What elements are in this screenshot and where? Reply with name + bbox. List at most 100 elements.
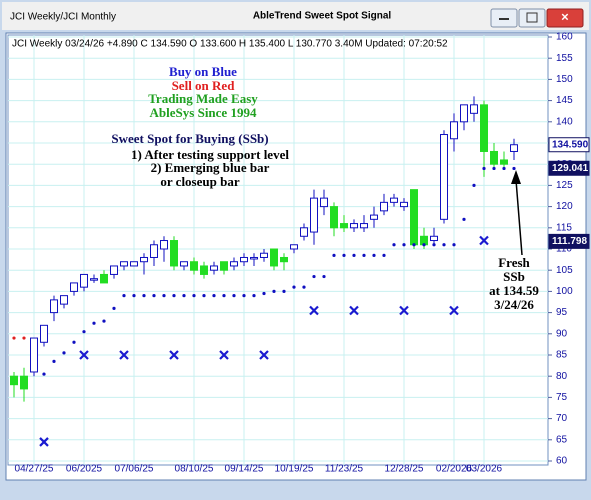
support-dot bbox=[92, 321, 96, 325]
annotation: or closeup bar bbox=[160, 174, 239, 189]
candle-body bbox=[80, 273, 88, 288]
support-dot bbox=[452, 243, 456, 247]
support-dot bbox=[462, 217, 466, 221]
y-tick-label: 85 bbox=[556, 350, 568, 361]
x-tick-label: 10/19/25 bbox=[275, 464, 314, 475]
window-buttons[interactable]: ✕ bbox=[490, 8, 584, 28]
candle-body bbox=[60, 295, 68, 305]
candle-body bbox=[310, 197, 318, 233]
price-label: 111.798 bbox=[552, 236, 587, 247]
y-tick-label: 145 bbox=[556, 95, 573, 106]
annotation: Sell on Red bbox=[172, 78, 236, 93]
support-dot bbox=[82, 330, 86, 334]
support-dot bbox=[232, 294, 236, 298]
support-dot bbox=[472, 183, 476, 187]
support-dot bbox=[102, 319, 106, 323]
candle-body bbox=[160, 240, 168, 250]
x-tick-label: 06/2025 bbox=[66, 464, 103, 475]
support-dot bbox=[362, 253, 366, 257]
price-label: 129.041 bbox=[552, 163, 589, 174]
maximize-button[interactable] bbox=[518, 8, 546, 28]
y-tick-label: 125 bbox=[556, 180, 573, 191]
candle-body bbox=[150, 244, 158, 258]
close-icon: ✕ bbox=[561, 13, 569, 24]
candle-body bbox=[460, 104, 468, 123]
candle-body bbox=[140, 256, 148, 263]
support-dot bbox=[182, 294, 186, 298]
x-marker bbox=[259, 350, 269, 360]
candle-body bbox=[470, 104, 478, 114]
candle-body bbox=[390, 197, 398, 203]
support-dot bbox=[382, 253, 386, 257]
candle-body bbox=[360, 223, 368, 229]
window-title: JCI Weekly/JCI Monthly bbox=[10, 12, 116, 23]
candle-body bbox=[200, 265, 208, 275]
y-tick-label: 140 bbox=[556, 116, 573, 127]
y-tick-label: 65 bbox=[556, 434, 568, 445]
candle-body bbox=[490, 150, 498, 165]
support-dot bbox=[172, 294, 176, 298]
candle-body bbox=[280, 256, 288, 263]
candle-body bbox=[230, 261, 238, 267]
support-dot bbox=[432, 243, 436, 247]
x-marker bbox=[479, 235, 489, 246]
candle-body bbox=[10, 375, 18, 386]
candle-body bbox=[180, 261, 188, 267]
candle-body bbox=[250, 256, 258, 260]
support-dot bbox=[352, 253, 356, 257]
y-tick-label: 60 bbox=[556, 456, 568, 467]
support-dot bbox=[512, 166, 516, 171]
annotation: at 134.59 bbox=[489, 283, 539, 298]
candle-body bbox=[40, 324, 48, 343]
candle-body bbox=[100, 273, 108, 284]
arrow-shaft bbox=[515, 179, 523, 256]
x-tick-label: 09/14/25 bbox=[225, 464, 264, 475]
support-dot bbox=[262, 291, 266, 296]
support-dot bbox=[422, 243, 426, 247]
arrow-head bbox=[511, 170, 521, 184]
support-dot bbox=[52, 359, 56, 363]
annotation: Fresh bbox=[498, 255, 530, 270]
candle-body bbox=[380, 201, 388, 212]
candle-body bbox=[370, 214, 378, 220]
y-tick-label: 95 bbox=[556, 307, 568, 318]
support-dot bbox=[152, 294, 156, 298]
y-tick-label: 90 bbox=[556, 328, 568, 339]
candle-body bbox=[300, 227, 308, 237]
candle-body bbox=[50, 299, 58, 314]
annotation: 2) Emerging blue bar bbox=[151, 160, 270, 175]
annotation: Trading Made Easy bbox=[148, 91, 258, 106]
support-dot bbox=[202, 294, 206, 298]
candle-body bbox=[70, 282, 78, 292]
candle-body bbox=[190, 261, 198, 271]
candle-body bbox=[110, 265, 118, 275]
support-dot bbox=[42, 372, 46, 376]
y-tick-label: 150 bbox=[556, 74, 573, 85]
candle-body bbox=[270, 248, 278, 267]
candle-body bbox=[480, 104, 488, 152]
support-dot bbox=[502, 166, 506, 171]
x-tick-label: 07/06/25 bbox=[115, 464, 154, 475]
support-dot bbox=[162, 294, 166, 298]
y-tick-label: 100 bbox=[556, 286, 573, 297]
maximize-icon bbox=[526, 12, 538, 23]
annotation: Sweet Spot for Buying (SSb) bbox=[111, 131, 268, 146]
support-dot bbox=[222, 294, 226, 298]
candle-body bbox=[130, 261, 138, 267]
candle-body bbox=[120, 261, 128, 267]
support-dot bbox=[482, 166, 486, 171]
x-tick-label: 02/2026 bbox=[436, 464, 473, 475]
x-tick-label: 11/23/25 bbox=[325, 464, 364, 475]
support-dot bbox=[252, 294, 256, 298]
candle-body bbox=[340, 223, 348, 229]
support-dot bbox=[282, 289, 286, 293]
candle-body bbox=[440, 134, 448, 220]
support-dot bbox=[132, 294, 136, 298]
candle-body bbox=[500, 159, 508, 165]
candle-body bbox=[290, 244, 298, 250]
close-button[interactable] bbox=[546, 8, 584, 28]
support-dot bbox=[62, 351, 66, 355]
candle-body bbox=[350, 223, 358, 229]
candle-body bbox=[220, 261, 228, 271]
